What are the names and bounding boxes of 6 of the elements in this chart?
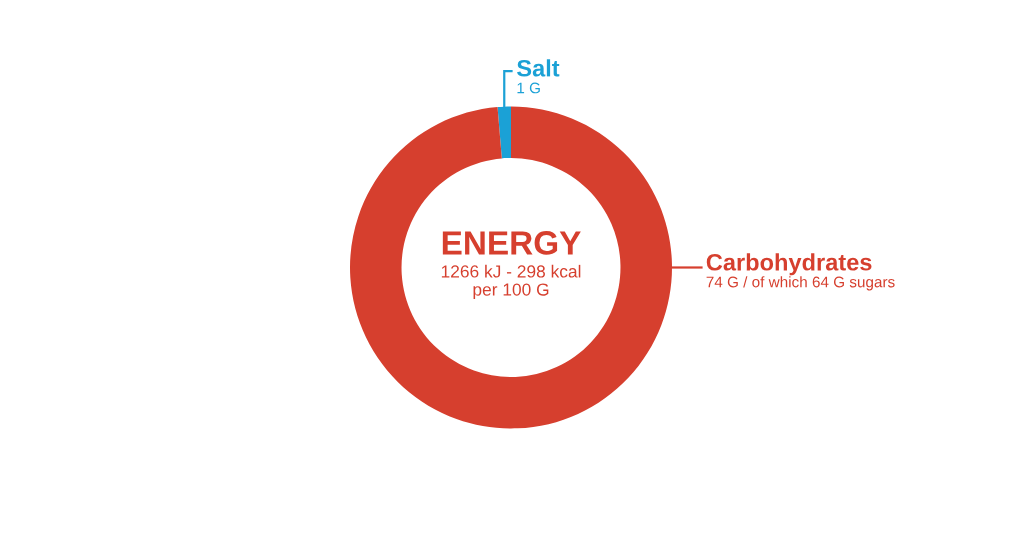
text: 1266 kJ - 298 kcal per 100 G	[441, 264, 581, 300]
data-label: 1 G	[517, 82, 540, 94]
slice-label: Salt	[517, 59, 560, 77]
data-label: 74 G / of which 64 G sugars	[706, 276, 895, 291]
text: ENERGY	[442, 231, 581, 255]
slice-label: Carbohydrates	[706, 253, 872, 276]
